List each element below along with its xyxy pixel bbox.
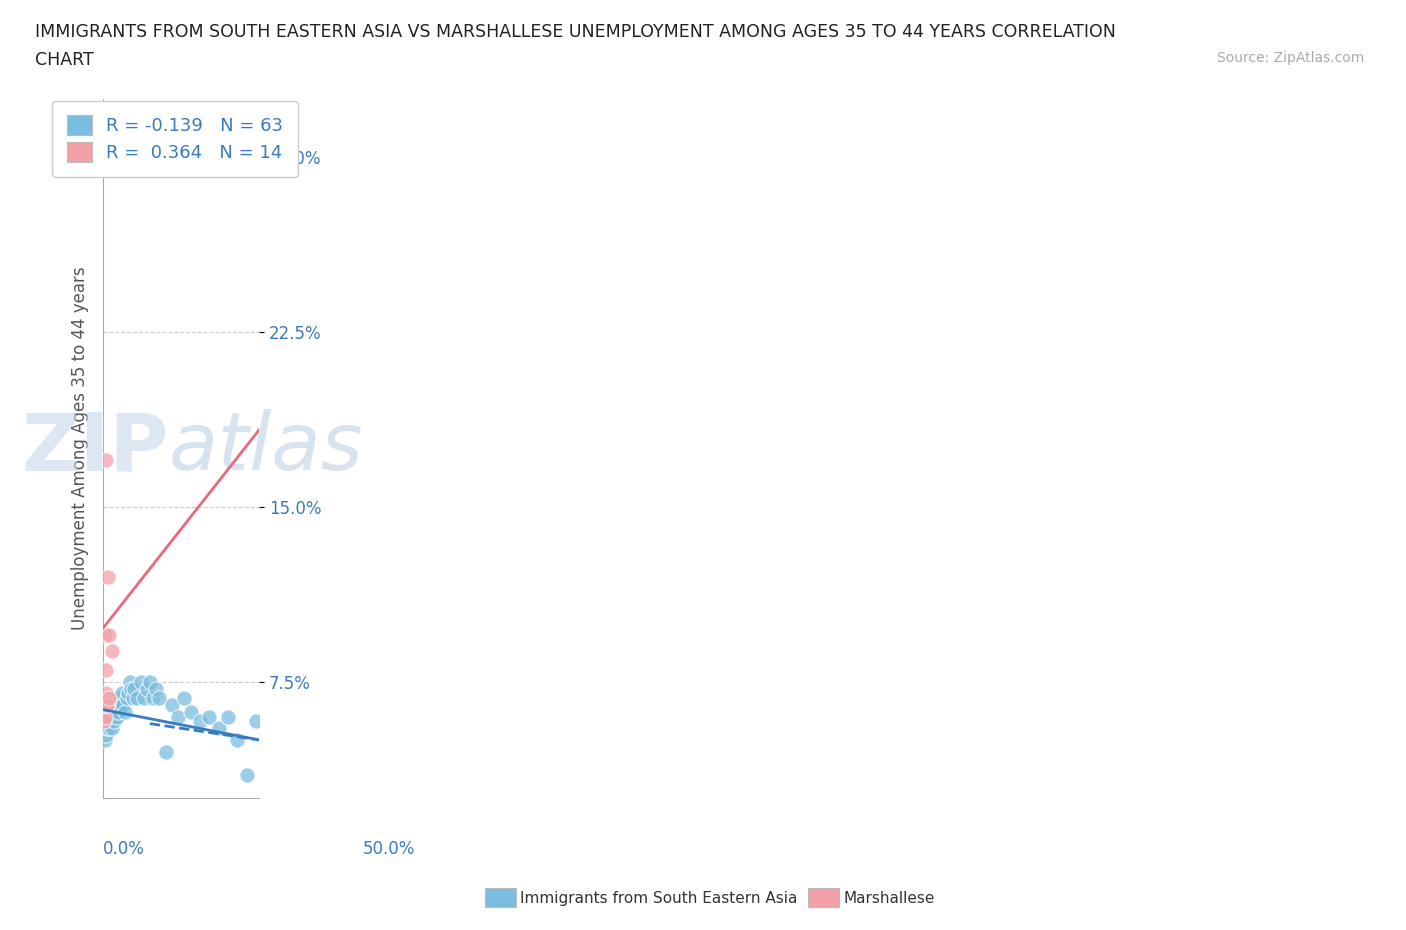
- Point: [107, 705, 129, 720]
- Point: [97, 569, 120, 584]
- Point: [101, 710, 124, 724]
- Point: [118, 674, 141, 689]
- Point: [226, 733, 249, 748]
- Point: [127, 691, 149, 706]
- Text: IMMIGRANTS FROM SOUTH EASTERN ASIA VS MARSHALLESE UNEMPLOYMENT AMONG AGES 35 TO : IMMIGRANTS FROM SOUTH EASTERN ASIA VS MA…: [35, 23, 1116, 41]
- Point: [120, 681, 142, 696]
- Point: [104, 705, 127, 720]
- Point: [97, 691, 120, 706]
- Point: [93, 714, 115, 729]
- Point: [111, 685, 134, 700]
- Point: [93, 721, 115, 736]
- Point: [96, 716, 118, 731]
- Text: Marshallese: Marshallese: [844, 891, 935, 906]
- Point: [98, 710, 121, 724]
- Point: [98, 705, 121, 720]
- Point: [94, 728, 117, 743]
- Point: [188, 714, 211, 729]
- Point: [117, 685, 139, 700]
- Point: [93, 714, 115, 729]
- Point: [114, 705, 136, 720]
- Point: [148, 691, 170, 706]
- Point: [124, 681, 146, 696]
- Point: [103, 705, 125, 720]
- Point: [160, 698, 183, 712]
- Point: [101, 644, 124, 658]
- Point: [107, 698, 129, 712]
- Point: [235, 767, 257, 782]
- Text: CHART: CHART: [35, 51, 94, 69]
- Point: [112, 698, 135, 712]
- Legend: R = -0.139   N = 63, R =  0.364   N = 14: R = -0.139 N = 63, R = 0.364 N = 14: [52, 100, 298, 177]
- Point: [104, 698, 127, 712]
- Text: ZIP: ZIP: [21, 409, 169, 487]
- Point: [207, 721, 229, 736]
- Text: atlas: atlas: [169, 409, 363, 487]
- Point: [93, 710, 115, 724]
- Point: [96, 453, 118, 468]
- Point: [97, 714, 120, 729]
- Point: [173, 691, 195, 706]
- Point: [96, 721, 118, 736]
- Point: [107, 691, 129, 706]
- Point: [129, 674, 152, 689]
- Point: [96, 698, 118, 712]
- Point: [94, 714, 117, 729]
- Point: [103, 714, 125, 729]
- Point: [145, 681, 167, 696]
- Point: [97, 705, 120, 720]
- Y-axis label: Unemployment Among Ages 35 to 44 years: Unemployment Among Ages 35 to 44 years: [72, 267, 89, 631]
- Point: [93, 710, 115, 724]
- Point: [198, 710, 221, 724]
- Point: [94, 628, 117, 643]
- Point: [110, 698, 132, 712]
- Point: [96, 710, 118, 724]
- Point: [245, 714, 267, 729]
- Point: [100, 714, 122, 729]
- Point: [179, 705, 201, 720]
- Point: [142, 691, 165, 706]
- Point: [105, 698, 128, 712]
- Text: 0.0%: 0.0%: [103, 840, 145, 858]
- Point: [94, 733, 117, 748]
- Point: [135, 681, 157, 696]
- Point: [101, 721, 124, 736]
- Point: [94, 662, 117, 677]
- Point: [105, 710, 128, 724]
- Point: [111, 150, 134, 165]
- Point: [121, 691, 143, 706]
- Point: [139, 674, 162, 689]
- Point: [132, 691, 155, 706]
- Point: [97, 705, 120, 720]
- Point: [101, 705, 124, 720]
- Point: [98, 721, 121, 736]
- Point: [98, 628, 121, 643]
- Point: [100, 710, 122, 724]
- Text: Immigrants from South Eastern Asia: Immigrants from South Eastern Asia: [520, 891, 797, 906]
- Point: [96, 716, 118, 731]
- Point: [167, 710, 190, 724]
- Point: [217, 710, 239, 724]
- Point: [94, 685, 117, 700]
- Text: 50.0%: 50.0%: [363, 840, 415, 858]
- Point: [94, 698, 117, 712]
- Point: [115, 691, 138, 706]
- Point: [96, 698, 118, 712]
- Point: [97, 710, 120, 724]
- Text: Source: ZipAtlas.com: Source: ZipAtlas.com: [1216, 51, 1364, 65]
- Point: [96, 710, 118, 724]
- Point: [155, 744, 177, 759]
- Point: [94, 721, 117, 736]
